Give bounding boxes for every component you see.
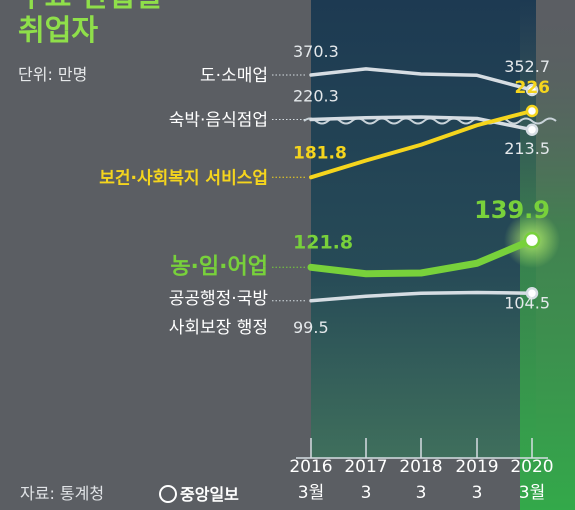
x-tick-label: 2017 — [344, 457, 387, 477]
x-axis-ticks: 2016 3월 2017 3 2018 3 2019 3 2020 3월 — [289, 438, 554, 503]
joongang-logo-icon — [159, 485, 177, 503]
x-tick-sublabel: 3월 — [298, 483, 324, 503]
start-value-label: 181.8 — [293, 143, 347, 163]
end-value-label: 104.5 — [504, 293, 550, 312]
chart-title-line1: 주요 산업별 — [18, 0, 162, 13]
x-tick-sublabel: 3 — [361, 483, 372, 503]
unit-label: 단위: 만명 — [18, 65, 87, 84]
end-value-label: 226 — [515, 78, 551, 98]
series-line — [309, 290, 534, 303]
x-tick-label: 2020 — [510, 457, 553, 477]
x-tick-sublabel: 3월 — [519, 483, 545, 503]
series-end-marker — [525, 104, 539, 118]
source-note: 자료: 통계청 — [20, 484, 104, 503]
end-value-label: 213.5 — [504, 139, 550, 158]
series-name: 보건·사회복지 서비스업 — [99, 168, 268, 188]
series-name: 농·임·어업 — [170, 254, 268, 279]
year-highlight-panel — [311, 0, 536, 458]
x-tick-sublabel: 3 — [416, 483, 427, 503]
end-value-label: 352.7 — [504, 57, 550, 76]
series-end-marker — [525, 83, 539, 97]
series-name: 도·소매업 — [200, 66, 268, 86]
series-end-marker — [525, 287, 539, 300]
series-line — [309, 109, 534, 180]
x-tick-label: 2019 — [455, 457, 498, 477]
series-name: 공공행정·국방 — [169, 289, 269, 309]
series-end-marker — [523, 231, 541, 249]
series-name: 사회보장 행정 — [169, 318, 268, 338]
start-value-label: 99.5 — [293, 318, 329, 337]
series-end-marker — [525, 123, 539, 136]
publisher-logo: 중앙일보 — [159, 485, 239, 504]
x-tick-label: 2018 — [399, 457, 442, 477]
series-lines — [307, 67, 560, 303]
x-tick-sublabel: 3 — [472, 483, 483, 503]
start-value-label: 121.8 — [293, 231, 353, 253]
series-labels: 도·소매업 370.3 352.7 숙박·음식점업 220.3 213.5 보건·사회복지 … — [99, 42, 550, 338]
x-tick-label: 2016 — [289, 457, 332, 477]
end-value-label: 139.9 — [474, 196, 550, 224]
publisher-name: 중앙일보 — [180, 485, 239, 504]
chart-title-line2: 취업자 — [18, 13, 98, 47]
series-line — [309, 67, 534, 92]
series-name: 숙박·음식점업 — [169, 111, 268, 131]
series-line — [307, 236, 536, 278]
start-value-label: 370.3 — [293, 42, 339, 61]
start-value-label: 220.3 — [293, 87, 339, 106]
